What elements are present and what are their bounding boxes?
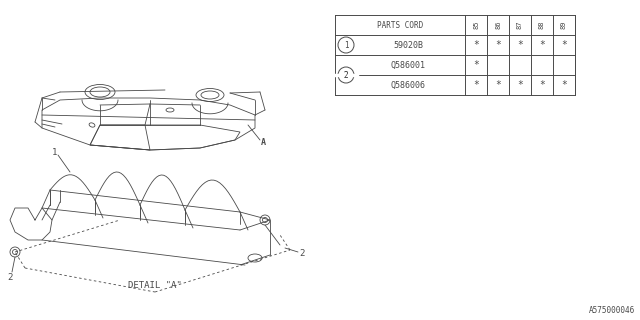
Text: PARTS CORD: PARTS CORD [377,20,423,29]
Text: *: * [517,80,523,90]
Text: 2: 2 [344,70,348,79]
Text: A575000046: A575000046 [589,306,635,315]
Text: Q586001: Q586001 [390,60,426,69]
Text: *: * [473,60,479,70]
Text: *: * [495,40,501,50]
Text: *: * [473,80,479,90]
Text: 2: 2 [344,70,348,79]
Text: 2: 2 [300,250,305,259]
Text: Q586006: Q586006 [390,81,426,90]
Text: 59020B: 59020B [393,41,423,50]
Text: 85: 85 [473,21,479,29]
Text: *: * [561,40,567,50]
Text: A: A [260,138,266,147]
Text: 86: 86 [495,21,501,29]
Text: *: * [539,40,545,50]
Text: *: * [539,80,545,90]
Text: 2: 2 [7,273,13,282]
Text: 88: 88 [539,21,545,29]
Text: 89: 89 [561,21,567,29]
Text: *: * [561,80,567,90]
Text: 87: 87 [517,21,523,29]
Text: 1: 1 [52,148,58,156]
Text: *: * [495,80,501,90]
Text: *: * [473,40,479,50]
Text: 1: 1 [344,41,348,50]
Text: DETAIL "A": DETAIL "A" [128,281,182,290]
Text: *: * [517,40,523,50]
